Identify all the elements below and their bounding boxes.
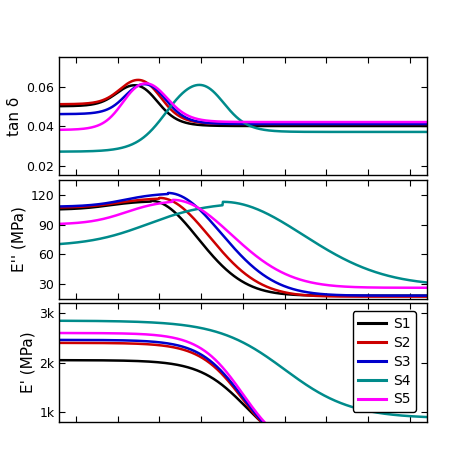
S1 <box>424 452 429 457</box>
S5 <box>424 452 429 458</box>
S1 <box>335 450 341 456</box>
S1 <box>79 357 85 363</box>
S2 <box>270 430 275 436</box>
S2 <box>279 437 285 443</box>
S5 <box>335 451 341 456</box>
S3 <box>335 451 341 456</box>
S4 <box>291 373 296 379</box>
Y-axis label: E' (MPa): E' (MPa) <box>20 332 35 393</box>
S4 <box>270 358 275 364</box>
S4 <box>335 399 341 405</box>
S4 <box>279 365 285 371</box>
Y-axis label: E'' (MPa): E'' (MPa) <box>11 207 27 272</box>
S3 <box>291 442 296 448</box>
S3 <box>279 436 285 442</box>
Legend: S1, S2, S3, S4, S5: S1, S2, S3, S4, S5 <box>353 311 416 412</box>
S1 <box>279 435 285 441</box>
S2 <box>291 443 296 449</box>
S3 <box>270 429 275 435</box>
Line: S5: S5 <box>59 333 427 455</box>
S3 <box>79 337 85 343</box>
Line: S4: S4 <box>59 321 427 417</box>
S5 <box>373 452 378 458</box>
S5 <box>56 330 62 336</box>
S5 <box>270 428 275 433</box>
S4 <box>424 414 429 420</box>
S2 <box>373 453 378 458</box>
S3 <box>373 452 378 458</box>
S4 <box>79 318 85 324</box>
S1 <box>270 428 275 434</box>
S3 <box>56 337 62 343</box>
S2 <box>56 340 62 346</box>
S1 <box>373 451 378 457</box>
S5 <box>79 330 85 336</box>
S5 <box>279 435 285 441</box>
S3 <box>424 452 429 458</box>
S2 <box>335 452 341 457</box>
Line: S1: S1 <box>59 360 427 455</box>
S5 <box>291 441 296 447</box>
S2 <box>79 340 85 346</box>
S1 <box>56 357 62 363</box>
S4 <box>56 318 62 324</box>
S1 <box>291 440 296 446</box>
Line: S2: S2 <box>59 343 427 456</box>
S2 <box>424 453 429 459</box>
Line: S3: S3 <box>59 340 427 455</box>
Y-axis label: tan δ: tan δ <box>8 97 22 136</box>
S4 <box>373 410 378 415</box>
